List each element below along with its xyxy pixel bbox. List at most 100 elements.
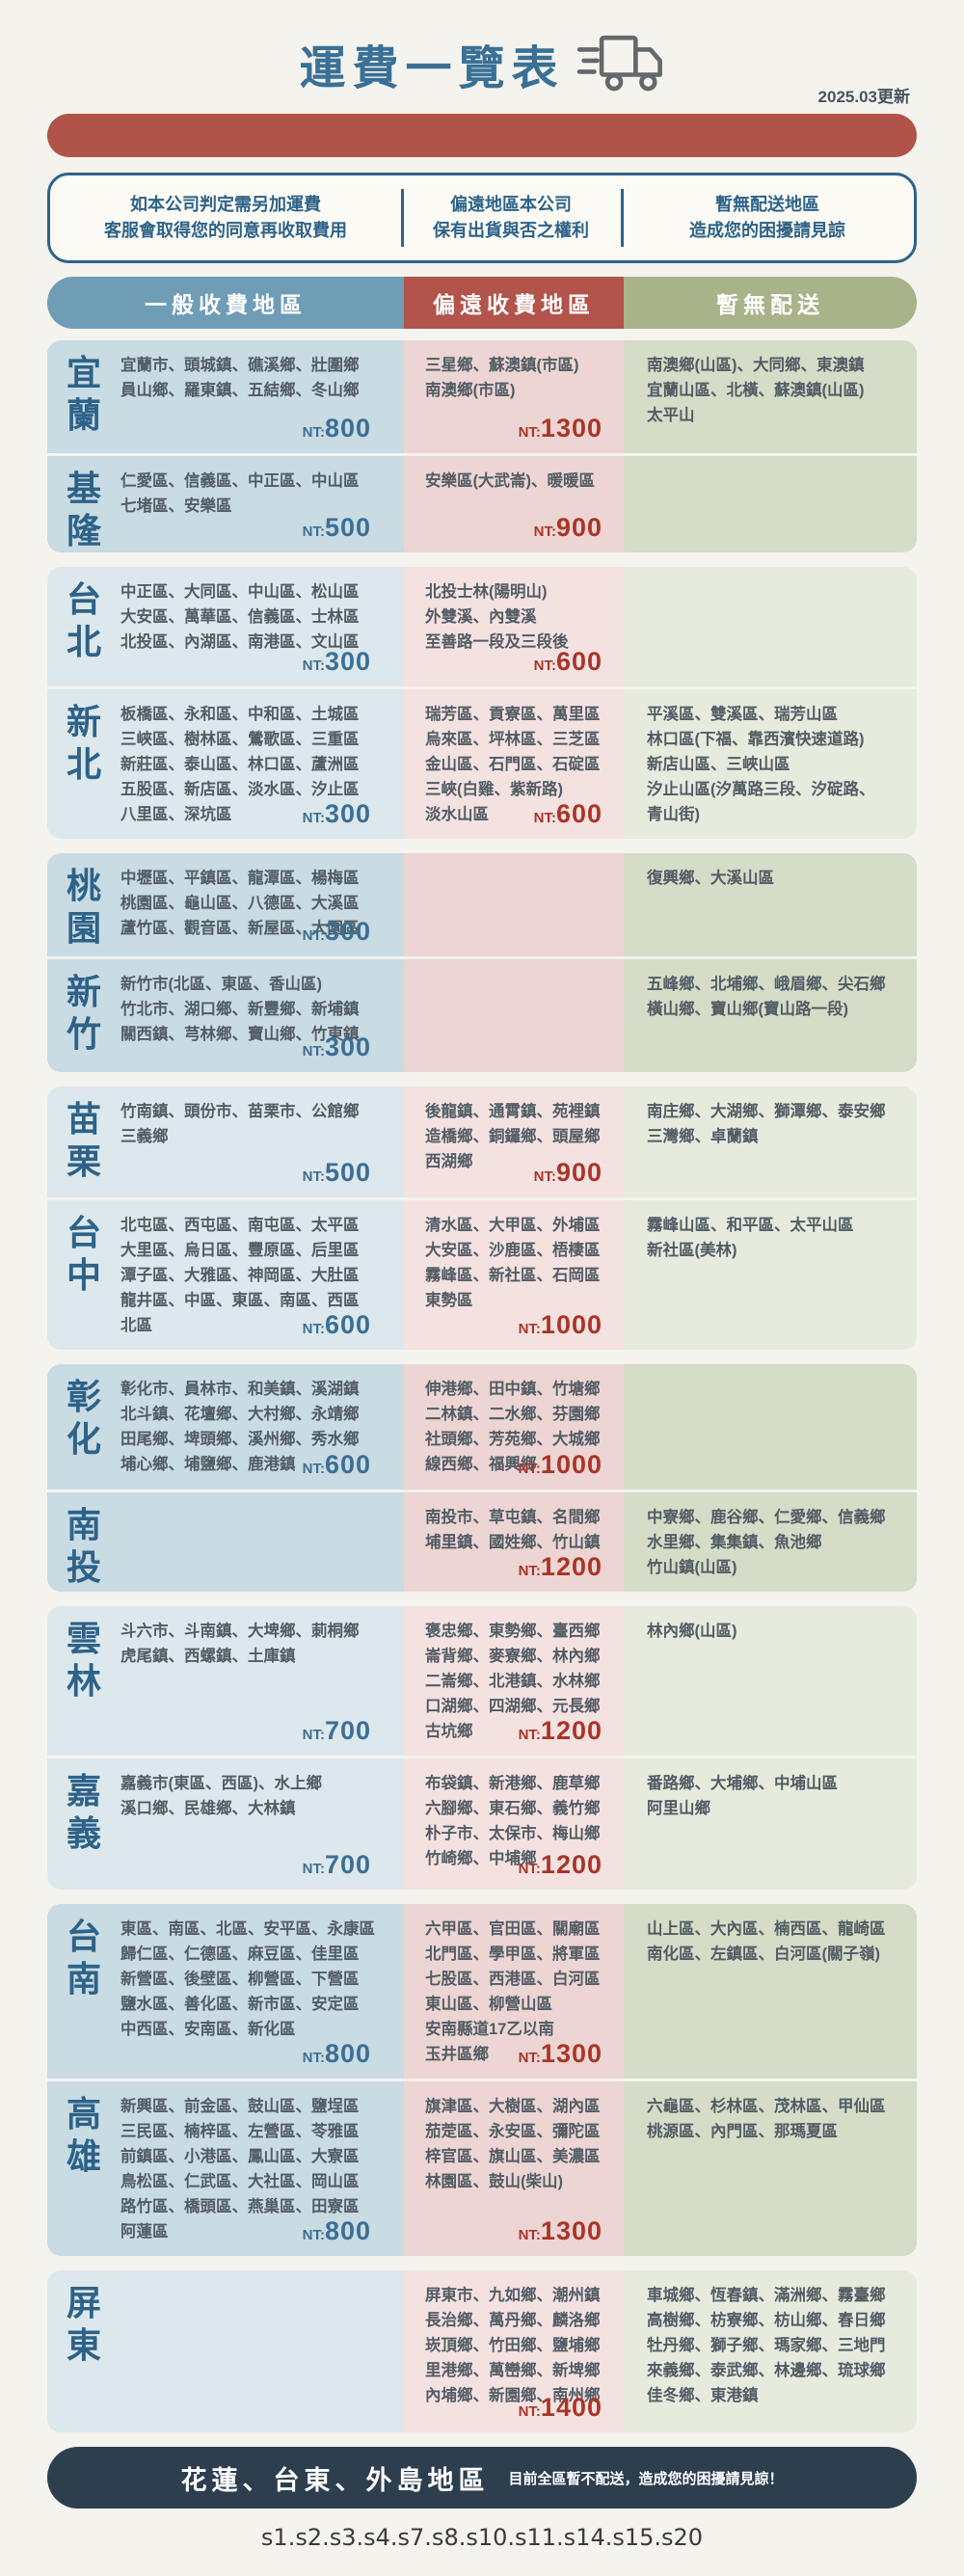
fee-prefix: NT: bbox=[302, 424, 325, 441]
area-line: 牡丹鄉、獅子鄉、瑪家鄉、三地門 bbox=[647, 2337, 886, 2354]
area-line: 三灣鄉、卓蘭鎮 bbox=[647, 1128, 759, 1145]
general-fee: NT: 300 bbox=[303, 919, 371, 949]
general-areas: 竹南鎮、頭份市、苗栗市、公館鄉 三義鄉 bbox=[120, 1099, 394, 1149]
fee-prefix: NT: bbox=[518, 1321, 541, 1337]
no-delivery-cell: 南澳鄉(山區)、大同鄉、東澳鎮 宜蘭山區、北橫、蘇澳鎮(山區) 太平山 bbox=[624, 340, 917, 453]
remote-areas: 六甲區、官田區、關廟區 北門區、學甲區、將軍區 七股區、西港區、白河區 東山區、柳營山… bbox=[425, 1917, 612, 2067]
fee-amount: 1000 bbox=[540, 1310, 602, 1339]
region-label: 新北 bbox=[47, 689, 120, 839]
area-line: 二林鎮、二水鄉、芬園鄉 bbox=[425, 1406, 601, 1423]
area-line: 復興鄉、大溪山區 bbox=[647, 870, 774, 887]
remote-cell: 南投市、草屯鎮、名間鄉 埔里鎮、國姓鄉、竹山鎮 NT: 1200 bbox=[404, 1492, 624, 1592]
fee-prefix: NT: bbox=[533, 523, 556, 540]
area-line: 瑞芳區、貢寮區、萬里區 bbox=[425, 706, 601, 723]
area-line: 烏來區、坪林區、三芝區 bbox=[425, 731, 601, 748]
area-line: 宜蘭市、頭城鎮、礁溪鄉、壯圍鄉 bbox=[120, 357, 360, 374]
region-label-char: 新 bbox=[66, 702, 101, 741]
region-label-char: 蘭 bbox=[66, 395, 101, 435]
fee-amount: 700 bbox=[324, 1850, 371, 1879]
general-areas: 新興區、前金區、鼓山區、鹽埕區 三民區、楠梓區、左營區、苓雅區 前鎮區、小港區、鳳山… bbox=[120, 2094, 394, 2244]
area-line: 林園區、鼓山(柴山) bbox=[425, 2173, 563, 2190]
area-line: 線西鄉、福興鄉 bbox=[425, 1456, 537, 1473]
fee-amount: 1000 bbox=[540, 1450, 602, 1479]
table-row: 屏東 屏東市、九如鄉、潮州鎮 長治鄉、萬丹鄉、麟洛鄉 崁頂鄉、竹田鄉、鹽埔鄉 里港鄉、… bbox=[47, 2270, 917, 2432]
area-line: 伸港鄉、田中鎮、竹塘鄉 bbox=[425, 1381, 601, 1398]
area-line: 番路鄉、大埔鄉、中埔山區 bbox=[647, 1775, 838, 1792]
fee-amount: 600 bbox=[324, 1310, 371, 1339]
remote-fee: NT: 1300 bbox=[519, 416, 602, 445]
no-delivery-areas: 林內鄉(山區) bbox=[647, 1619, 905, 1644]
fee-table: 宜蘭 宜蘭市、頭城鎮、礁溪鄉、壯圍鄉 員山鄉、羅東鎮、五結鄉、冬山鄉 NT: 800… bbox=[47, 340, 917, 2432]
region-block: 雲林 斗六市、斗南鎮、大埤鄉、莿桐鄉 虎尾鎮、西螺鎮、土庫鎮 NT: 700 褒忠鄉… bbox=[47, 1606, 917, 1890]
fee-prefix: NT: bbox=[302, 657, 325, 674]
fee-amount: 800 bbox=[324, 2039, 371, 2068]
area-line: 六腳鄉、東石鄉、義竹鄉 bbox=[425, 1800, 601, 1817]
notice-line: 保有出貨與否之權利 bbox=[433, 221, 589, 240]
area-line: 平溪區、雙溪區、瑞芳山區 bbox=[647, 706, 838, 723]
fee-amount: 1300 bbox=[540, 2216, 602, 2245]
area-line: 旗津區、大樹區、湖內區 bbox=[425, 2098, 601, 2115]
area-line: 嘉義市(東區、西區)、水上鄉 bbox=[120, 1775, 322, 1792]
area-line: 路竹區、橋頭區、燕巢區、田寮區 bbox=[120, 2198, 360, 2215]
remote-cell: 瑞芳區、貢寮區、萬里區 烏來區、坪林區、三芝區 金山區、石門區、石碇區 三峽(白雞、紫… bbox=[404, 689, 624, 839]
fee-prefix: NT: bbox=[302, 2050, 325, 2066]
no-delivery-cell: 平溪區、雙溪區、瑞芳山區 林口區(下福、靠西濱快速道路) 新店山區、三峽山區 汐止山區… bbox=[624, 689, 917, 839]
area-line: 三義鄉 bbox=[120, 1128, 169, 1145]
area-line: 蘆竹區、觀音區、新屋區、大園區 bbox=[120, 920, 360, 937]
area-line: 中寮鄉、鹿谷鄉、仁愛鄉、信義鄉 bbox=[647, 1509, 886, 1526]
notice-line: 偏遠地區本公司 bbox=[450, 195, 572, 214]
fee-prefix: NT: bbox=[302, 2227, 325, 2243]
area-line: 外雙溪、內雙溪 bbox=[425, 608, 537, 626]
area-line: 佳冬鄉、東港鎮 bbox=[647, 2387, 759, 2404]
general-areas: 斗六市、斗南鎮、大埤鄉、莿桐鄉 虎尾鎮、西螺鎮、土庫鎮 bbox=[120, 1619, 394, 1669]
region-label-char: 台 bbox=[66, 579, 101, 619]
general-fee: NT: 300 bbox=[303, 1034, 371, 1064]
remote-fee: NT: 600 bbox=[534, 801, 602, 831]
updated-date: 2025.03更新 bbox=[817, 88, 910, 106]
region-label-char: 雲 bbox=[66, 1619, 101, 1658]
remote-fee: NT: 1300 bbox=[519, 2041, 602, 2071]
fee-amount: 800 bbox=[324, 2216, 371, 2245]
region-label: 彰化 bbox=[47, 1364, 120, 1489]
area-line: 北門區、學甲區、將軍區 bbox=[425, 1945, 601, 1963]
area-line: 大安區、沙鹿區、梧棲區 bbox=[425, 1242, 601, 1259]
area-line: 七堵區、安樂區 bbox=[120, 497, 232, 515]
remote-cell: 屏東市、九如鄉、潮州鎮 長治鄉、萬丹鄉、麟洛鄉 崁頂鄉、竹田鄉、鹽埔鄉 里港鄉、萬巒鄉… bbox=[404, 2270, 624, 2432]
area-line: 安南縣道17乙以南 bbox=[425, 2021, 554, 2038]
no-delivery-areas: 復興鄉、大溪山區 bbox=[647, 866, 905, 891]
fee-amount: 1400 bbox=[540, 2393, 602, 2422]
general-cell: 竹南鎮、頭份市、苗栗市、公館鄉 三義鄉 NT: 500 bbox=[120, 1087, 404, 1197]
remote-areas: 伸港鄉、田中鎮、竹塘鄉 二林鎮、二水鄉、芬園鄉 社頭鄉、芳苑鄉、大城鄉 線西鄉、福興鄉 bbox=[425, 1377, 612, 1477]
remote-areas: 清水區、大甲區、外埔區 大安區、沙鹿區、梧棲區 霧峰區、新社區、石岡區 東勢區 bbox=[425, 1213, 612, 1313]
table-row: 基隆 仁愛區、信義區、中正區、中山區 七堵區、安樂區 NT: 500 安樂區(大武崙… bbox=[47, 456, 917, 552]
remote-cell: 伸港鄉、田中鎮、竹塘鄉 二林鎮、二水鄉、芬園鄉 社頭鄉、芳苑鄉、大城鄉 線西鄉、福興鄉… bbox=[404, 1364, 624, 1489]
area-line: 三民區、楠梓區、左營區、苓雅區 bbox=[120, 2123, 360, 2140]
remote-cell: 旗津區、大樹區、湖內區 茄萣區、永安區、彌陀區 梓官區、旗山區、美濃區 林園區、鼓山(… bbox=[404, 2081, 624, 2256]
general-cell: 板橋區、永和區、中和區、土城區 三峽區、樹林區、鶯歌區、三重區 新莊區、泰山區、林口… bbox=[120, 689, 404, 839]
no-delivery-areas: 番路鄉、大埔鄉、中埔山區 阿里山鄉 bbox=[647, 1771, 905, 1821]
area-line: 口湖鄉、四湖鄉、元長鄉 bbox=[425, 1698, 601, 1715]
table-row: 南投 南投市、草屯鎮、名間鄉 埔里鎮、國姓鄉、竹山鎮 NT: 1200 中寮鄉、鹿谷… bbox=[47, 1492, 917, 1592]
area-line: 淡水山區 bbox=[425, 806, 489, 823]
general-fee: NT: 300 bbox=[303, 649, 371, 679]
region-label-char: 園 bbox=[66, 908, 101, 948]
column-headers: 一般收費地區 偏遠收費地區 暫無配送 bbox=[47, 277, 917, 329]
notice-box: 如本公司判定需另加運費 客服會取得您的同意再收取費用 偏遠地區本公司 保有出貨與… bbox=[47, 173, 917, 263]
fee-amount: 300 bbox=[324, 647, 371, 676]
notice-line: 客服會取得您的同意再收取費用 bbox=[104, 221, 347, 240]
general-areas: 中正區、大同區、中山區、松山區 大安區、萬華區、信義區、士林區 北投區、內湖區、南港… bbox=[120, 579, 394, 655]
region-label: 台南 bbox=[47, 1904, 120, 2079]
general-cell: 中壢區、平鎮區、龍潭區、楊梅區 桃園區、龜山區、八德區、大溪區 蘆竹區、觀音區、新屋… bbox=[120, 853, 404, 956]
general-areas: 彰化市、員林市、和美鎮、溪湖鎮 北斗鎮、花壇鄉、大村鄉、永靖鄉 田尾鄉、埤頭鄉、溪州… bbox=[120, 1377, 394, 1477]
remote-areas: 後龍鎮、通霄鎮、苑裡鎮 造橋鄉、銅鑼鄉、頭屋鄉 西湖鄉 bbox=[425, 1099, 612, 1174]
remote-fee: NT: 1300 bbox=[519, 2218, 602, 2248]
fee-prefix: NT: bbox=[302, 1861, 325, 1877]
area-line: 安樂區(大武崙)、暖暖區 bbox=[425, 472, 595, 490]
fee-amount: 900 bbox=[555, 513, 602, 542]
fee-prefix: NT: bbox=[533, 1168, 556, 1185]
fee-amount: 300 bbox=[324, 1033, 371, 1061]
region-block: 宜蘭 宜蘭市、頭城鎮、礁溪鄉、壯圍鄉 員山鄉、羅東鎮、五結鄉、冬山鄉 NT: 800… bbox=[47, 340, 917, 552]
region-label-char: 栗 bbox=[66, 1141, 101, 1181]
fee-amount: 500 bbox=[324, 513, 371, 542]
